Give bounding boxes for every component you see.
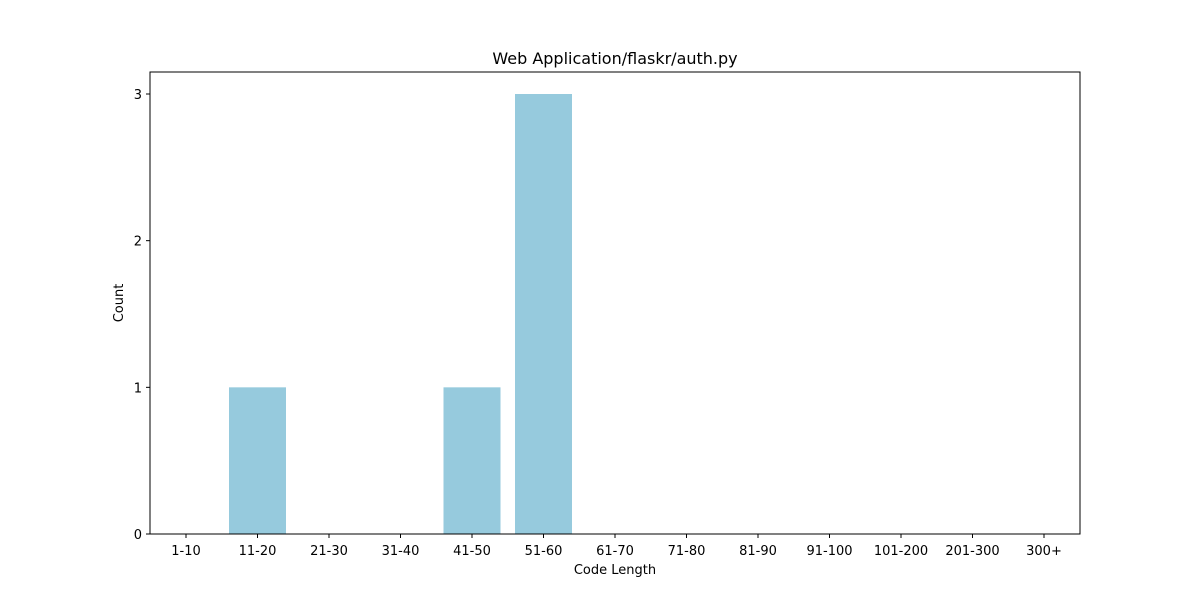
x-tick-label: 300+ [1026,544,1062,559]
y-tick-label: 0 [134,528,142,543]
x-tick-label: 41-50 [453,544,491,559]
x-tick-label: 11-20 [239,544,277,559]
y-axis: 0 1 2 3 [134,88,150,543]
y-tick-label: 2 [134,235,142,250]
plot-frame [149,71,1081,535]
bar-41-50 [443,387,501,534]
x-tick-label: 51-60 [525,544,563,559]
x-tick-label: 1-10 [171,544,201,559]
bars-layer [229,94,572,534]
x-tick-label: 21-30 [310,544,348,559]
x-axis-label: Code Length [574,563,656,578]
bar-11-20 [229,387,286,534]
x-axis: 1-10 11-20 21-30 31-40 41-50 51-60 61-70 71-80 8… [171,534,1062,559]
bar-51-60 [515,94,572,534]
x-tick-label: 91-100 [806,544,852,559]
y-axis-label: Count [112,284,127,323]
x-tick-label: 201-300 [945,544,999,559]
y-tick-label: 3 [134,88,142,103]
x-tick-label: 61-70 [596,544,634,559]
y-tick-label: 1 [134,381,142,396]
x-tick-label: 71-80 [668,544,706,559]
x-tick-label: 81-90 [739,544,777,559]
chart-title: Web Application/flaskr/auth.py [492,49,737,68]
x-tick-label: 101-200 [874,544,928,559]
x-tick-label: 31-40 [382,544,420,559]
